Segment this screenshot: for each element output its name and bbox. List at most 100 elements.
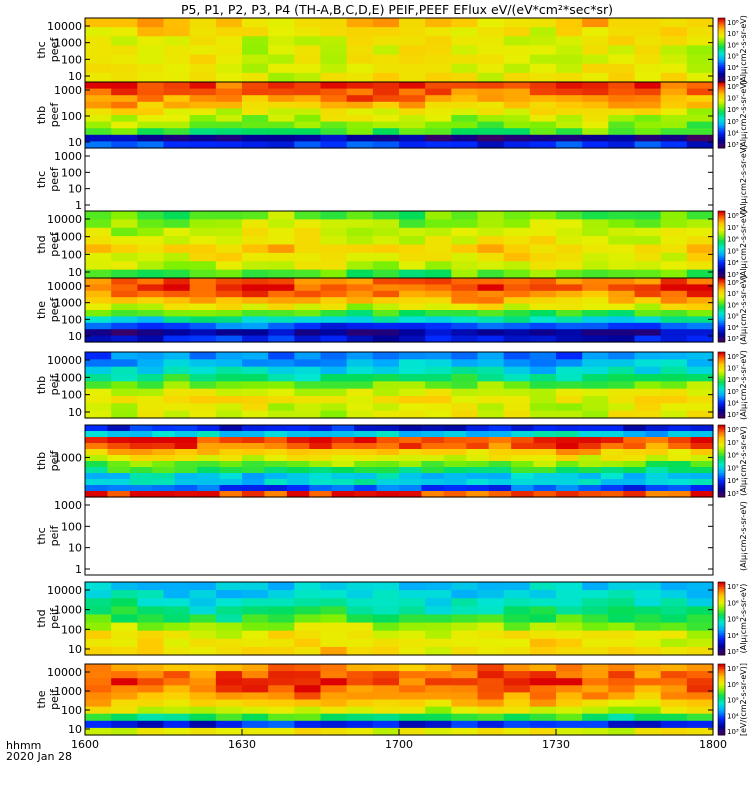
heat-cell — [320, 36, 348, 47]
heat-cell — [137, 244, 165, 254]
heat-cell — [331, 473, 355, 480]
heat-cell — [215, 403, 243, 412]
heat-cell — [331, 443, 355, 450]
colorbar-cell — [718, 333, 725, 337]
heat-cell — [425, 727, 452, 736]
heat-cell — [425, 134, 452, 142]
heat-cell — [399, 134, 426, 142]
heat-cell — [556, 108, 583, 116]
heat-cell — [346, 134, 374, 142]
colorbar-cell — [718, 685, 725, 689]
heat-cell — [660, 101, 688, 109]
colorbar-cell — [718, 404, 725, 408]
heat-cell — [111, 706, 138, 715]
heat-cell — [582, 121, 609, 129]
heat-cell — [686, 638, 714, 648]
heat-cell — [399, 27, 426, 37]
colorbar-cell — [718, 387, 725, 390]
heat-cell — [163, 27, 191, 37]
heat-cell — [215, 45, 243, 56]
heat-cell — [529, 316, 557, 324]
heat-cell — [372, 396, 400, 404]
heat-cell — [421, 491, 445, 498]
heat-cell — [294, 290, 322, 298]
heat-cell — [215, 374, 243, 382]
heat-cell — [354, 425, 378, 432]
heat-cell — [320, 374, 348, 382]
heat-cell — [477, 63, 505, 74]
colorbar-cell — [718, 429, 725, 433]
heat-cell — [242, 706, 269, 715]
heat-cell — [242, 437, 266, 444]
heat-cell — [215, 335, 243, 343]
heat-cell — [477, 211, 505, 220]
heat-cell — [634, 244, 662, 254]
heat-cell — [320, 664, 348, 672]
heat-cell — [294, 303, 322, 311]
heat-cell — [608, 598, 636, 607]
heat-cell — [137, 720, 165, 729]
heat-cell — [268, 598, 295, 607]
heat-cell — [372, 219, 400, 229]
heat-cell — [578, 485, 602, 492]
heat-cell — [354, 437, 378, 444]
heat-cell — [451, 54, 479, 65]
heat-cell — [690, 491, 714, 498]
colorbar-cell — [718, 82, 725, 85]
colorbar-cell — [718, 262, 725, 266]
heat-cell — [600, 485, 624, 492]
colorbar-cell — [718, 139, 725, 142]
heat-cell — [137, 590, 165, 599]
heat-cell — [372, 692, 400, 701]
heat-cell — [242, 297, 269, 305]
heat-cell — [163, 95, 191, 103]
heat-cell — [294, 598, 322, 607]
heat-cell — [372, 244, 400, 254]
heat-cell — [372, 388, 400, 397]
heat-cell — [137, 269, 165, 279]
heat-cell — [634, 88, 662, 96]
heat-cell — [85, 27, 112, 37]
colorbar-cell — [718, 62, 725, 66]
heat-cell — [111, 322, 138, 330]
heat-cell — [556, 278, 583, 285]
heat-cell — [372, 303, 400, 311]
colorbar-tick: 10⁷ — [727, 583, 739, 591]
panel-name-1: thc — [35, 41, 48, 58]
heat-cell — [242, 36, 269, 47]
heat-cell — [399, 485, 423, 492]
heat-cell — [451, 335, 479, 343]
heat-cell — [111, 227, 138, 237]
heat-cell — [556, 236, 583, 246]
heat-cell — [477, 706, 505, 715]
panel-frame — [84, 581, 714, 656]
heat-cell — [242, 269, 269, 279]
heat-cell — [668, 485, 692, 492]
heat-cell — [376, 425, 400, 432]
heat-cell — [686, 128, 714, 136]
heat-cell — [443, 449, 467, 456]
heat-cell — [477, 121, 505, 129]
heat-cell — [466, 437, 490, 444]
heat-cell — [634, 303, 662, 311]
heat-cell — [634, 598, 662, 607]
heat-cell — [294, 269, 322, 279]
heat-cell — [137, 685, 165, 693]
heat-cell — [163, 671, 191, 679]
heat-cell — [608, 303, 636, 311]
y-tick-label: 1000 — [54, 371, 82, 384]
heat-cell — [320, 269, 348, 279]
heat-cell — [660, 582, 688, 591]
heat-cell — [264, 479, 288, 486]
colorbar-cell — [718, 586, 725, 590]
heat-cell — [533, 425, 557, 432]
heat-cell — [111, 646, 138, 656]
heat-cell — [451, 128, 479, 136]
heat-cell — [399, 396, 426, 404]
heat-cell — [215, 227, 243, 237]
heat-cell — [634, 638, 662, 648]
heat-cell — [111, 82, 138, 90]
heat-cell — [634, 678, 662, 686]
heat-cell — [477, 396, 505, 404]
heat-cell — [511, 449, 535, 456]
